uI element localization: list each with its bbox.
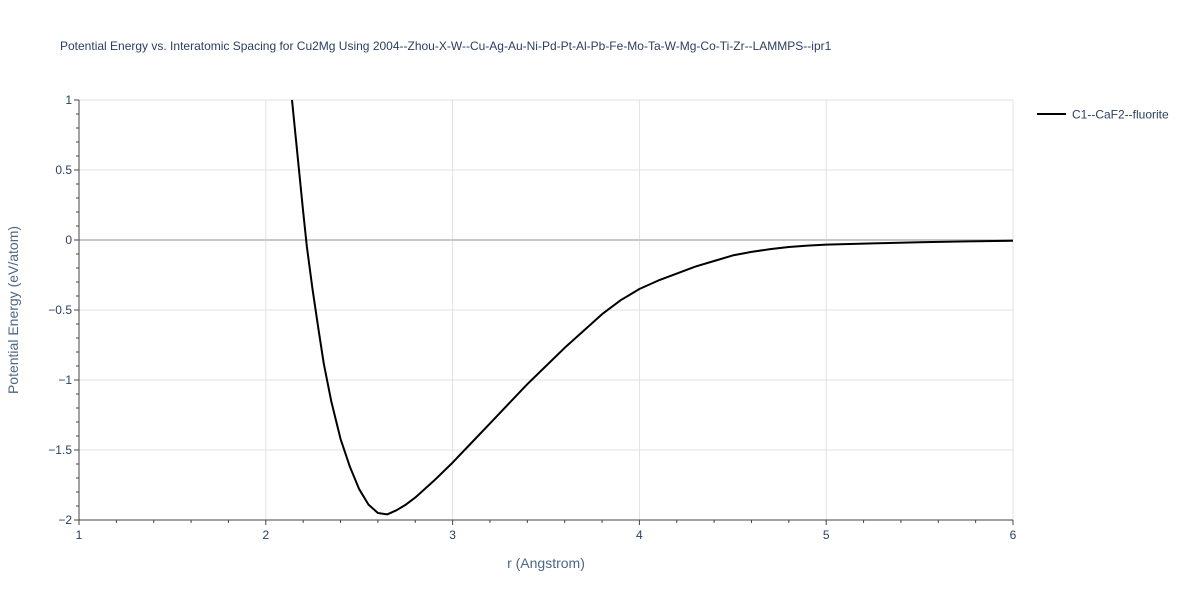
legend-label: C1--CaF2--fluorite xyxy=(1072,108,1169,122)
x-tick-label: 2 xyxy=(262,528,269,542)
y-axis-title: Potential Energy (eV/atom) xyxy=(5,226,21,394)
y-tick-label: −0.5 xyxy=(48,303,72,317)
y-tick-label: −1 xyxy=(58,373,72,387)
series-line xyxy=(291,99,1014,516)
x-tick-label: 4 xyxy=(636,528,643,542)
x-tick-label: 1 xyxy=(76,528,83,542)
x-tick-label: 5 xyxy=(823,528,830,542)
y-tick-label: 0.5 xyxy=(55,163,72,177)
y-tick-label: −2 xyxy=(58,513,72,527)
y-tick-label: 0 xyxy=(65,233,72,247)
axes: 1 2 3 4 5 6 1 0.5 0 −0.5 −1 −1.5 −2 xyxy=(48,93,1016,542)
y-tick-label: −1.5 xyxy=(48,443,72,457)
chart-title: Potential Energy vs. Interatomic Spacing… xyxy=(60,39,832,53)
x-tick-label: 3 xyxy=(449,528,456,542)
legend[interactable]: C1--CaF2--fluorite xyxy=(1037,108,1169,122)
x-tick-label: 6 xyxy=(1010,528,1017,542)
y-tick-label: 1 xyxy=(65,93,72,107)
x-axis-title: r (Angstrom) xyxy=(507,555,585,571)
plot-area xyxy=(291,99,1014,516)
gridlines xyxy=(79,99,1014,520)
